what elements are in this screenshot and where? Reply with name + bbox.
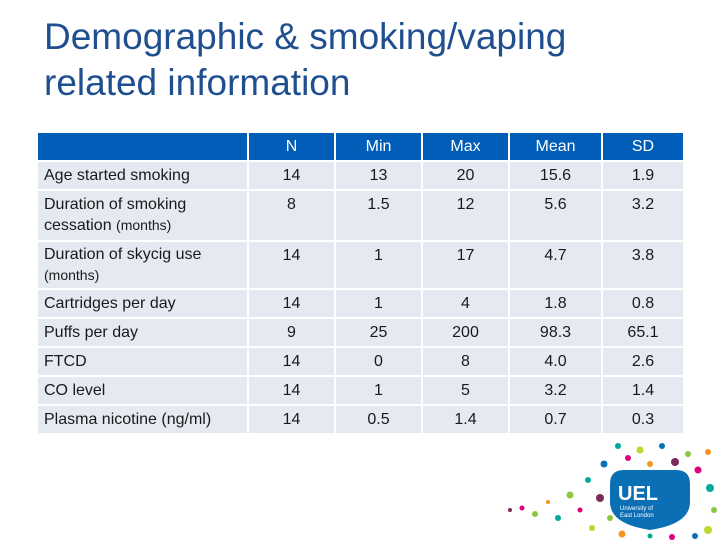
cell-mean: 5.6 [509,190,603,242]
cell-mean: 98.3 [509,318,603,348]
cell-mean: 3.2 [509,376,603,406]
cell-max: 17 [422,241,510,290]
table-row: Age started smoking 14 13 20 15.6 1.9 [38,161,685,191]
cell-max: 20 [422,161,510,191]
row-label-text: Duration of smoking cessation [44,196,187,234]
cell-sd: 0.8 [602,289,685,319]
title-line-1: Demographic & smoking/vaping [44,16,567,57]
cell-mean: 1.8 [509,289,603,319]
cell-max: 8 [422,347,510,377]
cell-mean: 0.7 [509,405,603,435]
cell-n: 14 [248,405,336,435]
row-label: Plasma nicotine (ng/ml) [38,405,249,435]
logo-text: UEL [618,483,658,505]
cell-max: 4 [422,289,510,319]
demographics-table: N Min Max Mean SD Age started smoking 14… [38,133,685,435]
header-cell-min: Min [335,133,423,162]
table-row: Duration of smoking cessation (months) 8… [38,190,685,242]
row-label: Duration of skycig use (months) [38,241,249,290]
cell-n: 14 [248,347,336,377]
cell-min: 1 [335,241,423,290]
confetti-dots-graphic: UEL University of East London [508,443,717,540]
cell-max: 12 [422,190,510,242]
table-header-row: N Min Max Mean SD [38,133,685,162]
row-label: Puffs per day [38,318,249,348]
cell-n: 14 [248,241,336,290]
cell-min: 0.5 [335,405,423,435]
cell-sd: 3.2 [602,190,685,242]
title-line-2: related information [44,62,351,103]
cell-min: 13 [335,161,423,191]
row-label-unit: (months) [44,266,100,283]
cell-mean: 4.0 [509,347,603,377]
uel-logo: UEL University of East London [500,440,720,540]
cell-n: 14 [248,161,336,191]
cell-n: 14 [248,376,336,406]
table-row: Cartridges per day 14 1 4 1.8 0.8 [38,289,685,319]
cell-sd: 65.1 [602,318,685,348]
cell-sd: 2.6 [602,347,685,377]
row-label-text: Duration of skycig use [44,245,202,263]
cell-n: 9 [248,318,336,348]
table-row: Duration of skycig use (months) 14 1 17 4… [38,241,685,290]
table-row: Plasma nicotine (ng/ml) 14 0.5 1.4 0.7 0… [38,405,685,435]
cell-max: 5 [422,376,510,406]
logo-subtext-1: University of [620,506,653,512]
cell-n: 14 [248,289,336,319]
cell-sd: 1.4 [602,376,685,406]
table-row: Puffs per day 9 25 200 98.3 65.1 [38,318,685,348]
table-row: FTCD 14 0 8 4.0 2.6 [38,347,685,377]
cell-max: 1.4 [422,405,510,435]
cell-n: 8 [248,190,336,242]
row-label: CO level [38,376,249,406]
cell-mean: 15.6 [509,161,603,191]
row-label: Duration of smoking cessation (months) [38,190,249,242]
header-cell-max: Max [422,133,510,162]
header-cell-mean: Mean [509,133,603,162]
cell-min: 0 [335,347,423,377]
slide-title: Demographic & smoking/vaping related inf… [44,14,664,106]
table-row: CO level 14 1 5 3.2 1.4 [38,376,685,406]
cell-min: 1 [335,376,423,406]
header-cell-blank [38,133,249,162]
cell-sd: 1.9 [602,161,685,191]
row-label: Age started smoking [38,161,249,191]
cell-min: 25 [335,318,423,348]
cell-max: 200 [422,318,510,348]
row-label: Cartridges per day [38,289,249,319]
cell-min: 1 [335,289,423,319]
row-label-unit: (months) [116,217,172,233]
header-cell-sd: SD [602,133,685,162]
logo-subtext-2: East London [620,513,654,519]
cell-min: 1.5 [335,190,423,242]
cell-mean: 4.7 [509,241,603,290]
row-label: FTCD [38,347,249,377]
header-cell-n: N [248,133,336,162]
cell-sd: 0.3 [602,405,685,435]
cell-sd: 3.8 [602,241,685,290]
